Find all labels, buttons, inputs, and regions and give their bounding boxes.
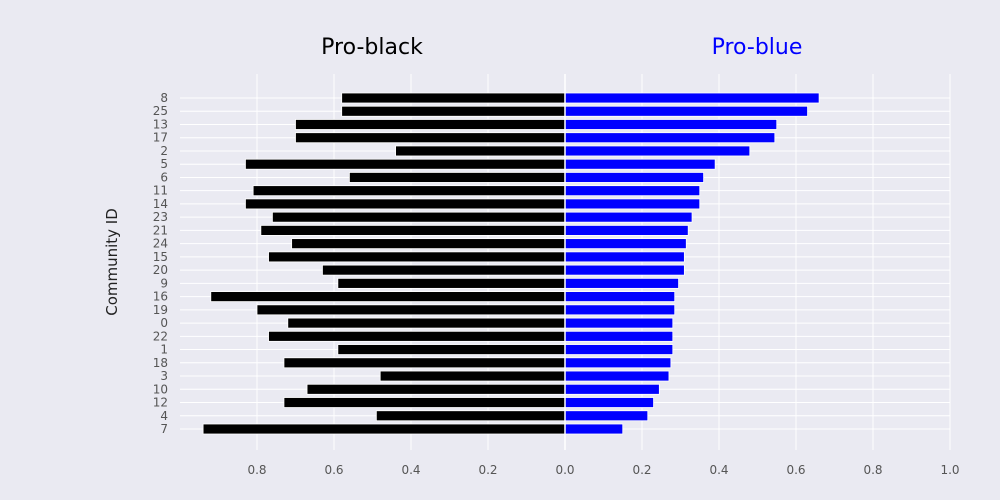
bar-pro-blue [564, 397, 654, 408]
bar-pro-blue [564, 410, 649, 422]
bar-pro-black [379, 370, 566, 382]
bar-pro-blue [564, 119, 778, 130]
y-tick-label: 5 [160, 157, 168, 171]
bar-pro-black [341, 92, 566, 104]
x-tick-label: 0.8 [247, 463, 266, 477]
x-tick-labels: 0.8 0.6 0.4 0.2 0.0 0.2 0.4 0.6 0.8 1.0 [247, 463, 959, 477]
bar-pro-black [202, 423, 566, 435]
y-tick-label: 20 [153, 263, 168, 277]
bar-pro-blue [564, 370, 670, 382]
y-tick-label: 4 [160, 409, 168, 423]
bar-pro-black [291, 238, 566, 250]
bar-pro-blue [564, 145, 751, 157]
bar-pro-blue [564, 344, 674, 355]
bar-pro-blue [564, 423, 624, 435]
bar-pro-blue [564, 172, 705, 183]
bar-pro-black [287, 317, 566, 329]
y-tick-label: 13 [153, 117, 168, 131]
bar-pro-blue [564, 238, 687, 250]
bar-pro-blue [564, 277, 679, 289]
x-tick-label: 0.0 [555, 463, 574, 477]
x-tick-label: 0.6 [324, 463, 343, 477]
bar-pro-blue [564, 92, 820, 104]
bar-pro-blue [564, 251, 685, 263]
y-tick-label: 21 [153, 223, 168, 237]
bar-pro-black [295, 132, 566, 144]
bar-pro-blue [564, 304, 676, 316]
y-tick-label: 9 [160, 276, 168, 290]
bar-pro-blue [564, 158, 716, 170]
bar-pro-blue [564, 357, 672, 369]
y-tick-label: 0 [160, 316, 168, 330]
bar-pro-black [341, 105, 566, 117]
left-panel-title: Pro-black [321, 35, 423, 60]
x-tick-label: 0.2 [632, 463, 651, 477]
y-axis-title: Community ID [103, 208, 121, 316]
y-tick-label: 23 [153, 210, 168, 224]
y-tick-label: 19 [153, 303, 168, 317]
bar-pro-black [245, 198, 566, 210]
y-tick-label: 10 [153, 382, 168, 396]
bar-pro-black [210, 291, 566, 303]
bar-pro-black [271, 211, 566, 223]
bar-pro-blue [564, 383, 660, 395]
y-tick-label: 18 [153, 356, 168, 370]
bar-pro-black [322, 264, 566, 276]
bar-pro-blue [564, 211, 693, 223]
x-tick-label: 0.4 [709, 463, 728, 477]
bar-pro-black [245, 158, 566, 170]
y-tick-label: 17 [153, 131, 168, 145]
bar-pro-black [348, 172, 566, 183]
bar-pro-black [260, 224, 566, 236]
bar-pro-blue [564, 264, 685, 276]
y-tick-label: 2 [160, 144, 168, 158]
bar-pro-black [337, 277, 566, 289]
y-tick-label: 22 [153, 329, 168, 343]
x-tick-label: 0.8 [863, 463, 882, 477]
bar-pro-blue [564, 224, 689, 236]
bar-pro-blue [564, 330, 674, 342]
bar-pro-blue [564, 198, 701, 210]
y-tick-label: 25 [153, 104, 168, 118]
y-tick-label: 7 [160, 422, 168, 436]
y-tick-labels: 8251317256111423212415209161902211831012… [153, 91, 168, 436]
y-tick-label: 14 [153, 197, 168, 211]
bar-pro-black [375, 410, 566, 422]
bar-pro-black [306, 383, 566, 395]
y-tick-label: 15 [153, 250, 168, 264]
x-tick-label: 0.2 [478, 463, 497, 477]
bar-pro-black [295, 119, 566, 130]
bar-pro-black [252, 185, 566, 197]
bar-pro-black [337, 344, 566, 355]
bar-pro-black [256, 304, 566, 316]
y-tick-label: 24 [153, 237, 168, 251]
bar-pro-black [268, 330, 566, 342]
y-tick-label: 16 [153, 290, 168, 304]
y-tick-label: 1 [160, 343, 168, 357]
bar-pro-black [268, 251, 566, 263]
bar-pro-blue [564, 317, 674, 329]
y-tick-label: 8 [160, 91, 168, 105]
y-tick-label: 12 [153, 396, 168, 410]
bar-pro-blue [564, 291, 676, 303]
x-tick-label: 1.0 [940, 463, 959, 477]
bar-pro-blue [564, 105, 808, 117]
y-tick-label: 11 [153, 184, 168, 198]
bar-pro-blue [564, 185, 701, 197]
y-tick-label: 3 [160, 369, 168, 383]
y-tick-label: 6 [160, 170, 168, 184]
bar-pro-black [395, 145, 566, 157]
bar-pro-black [283, 397, 566, 408]
bar-pro-black [283, 357, 566, 369]
x-tick-label: 0.4 [401, 463, 420, 477]
x-tick-label: 0.6 [786, 463, 805, 477]
bar-pro-blue [564, 132, 776, 144]
right-panel-title: Pro-blue [712, 35, 803, 60]
